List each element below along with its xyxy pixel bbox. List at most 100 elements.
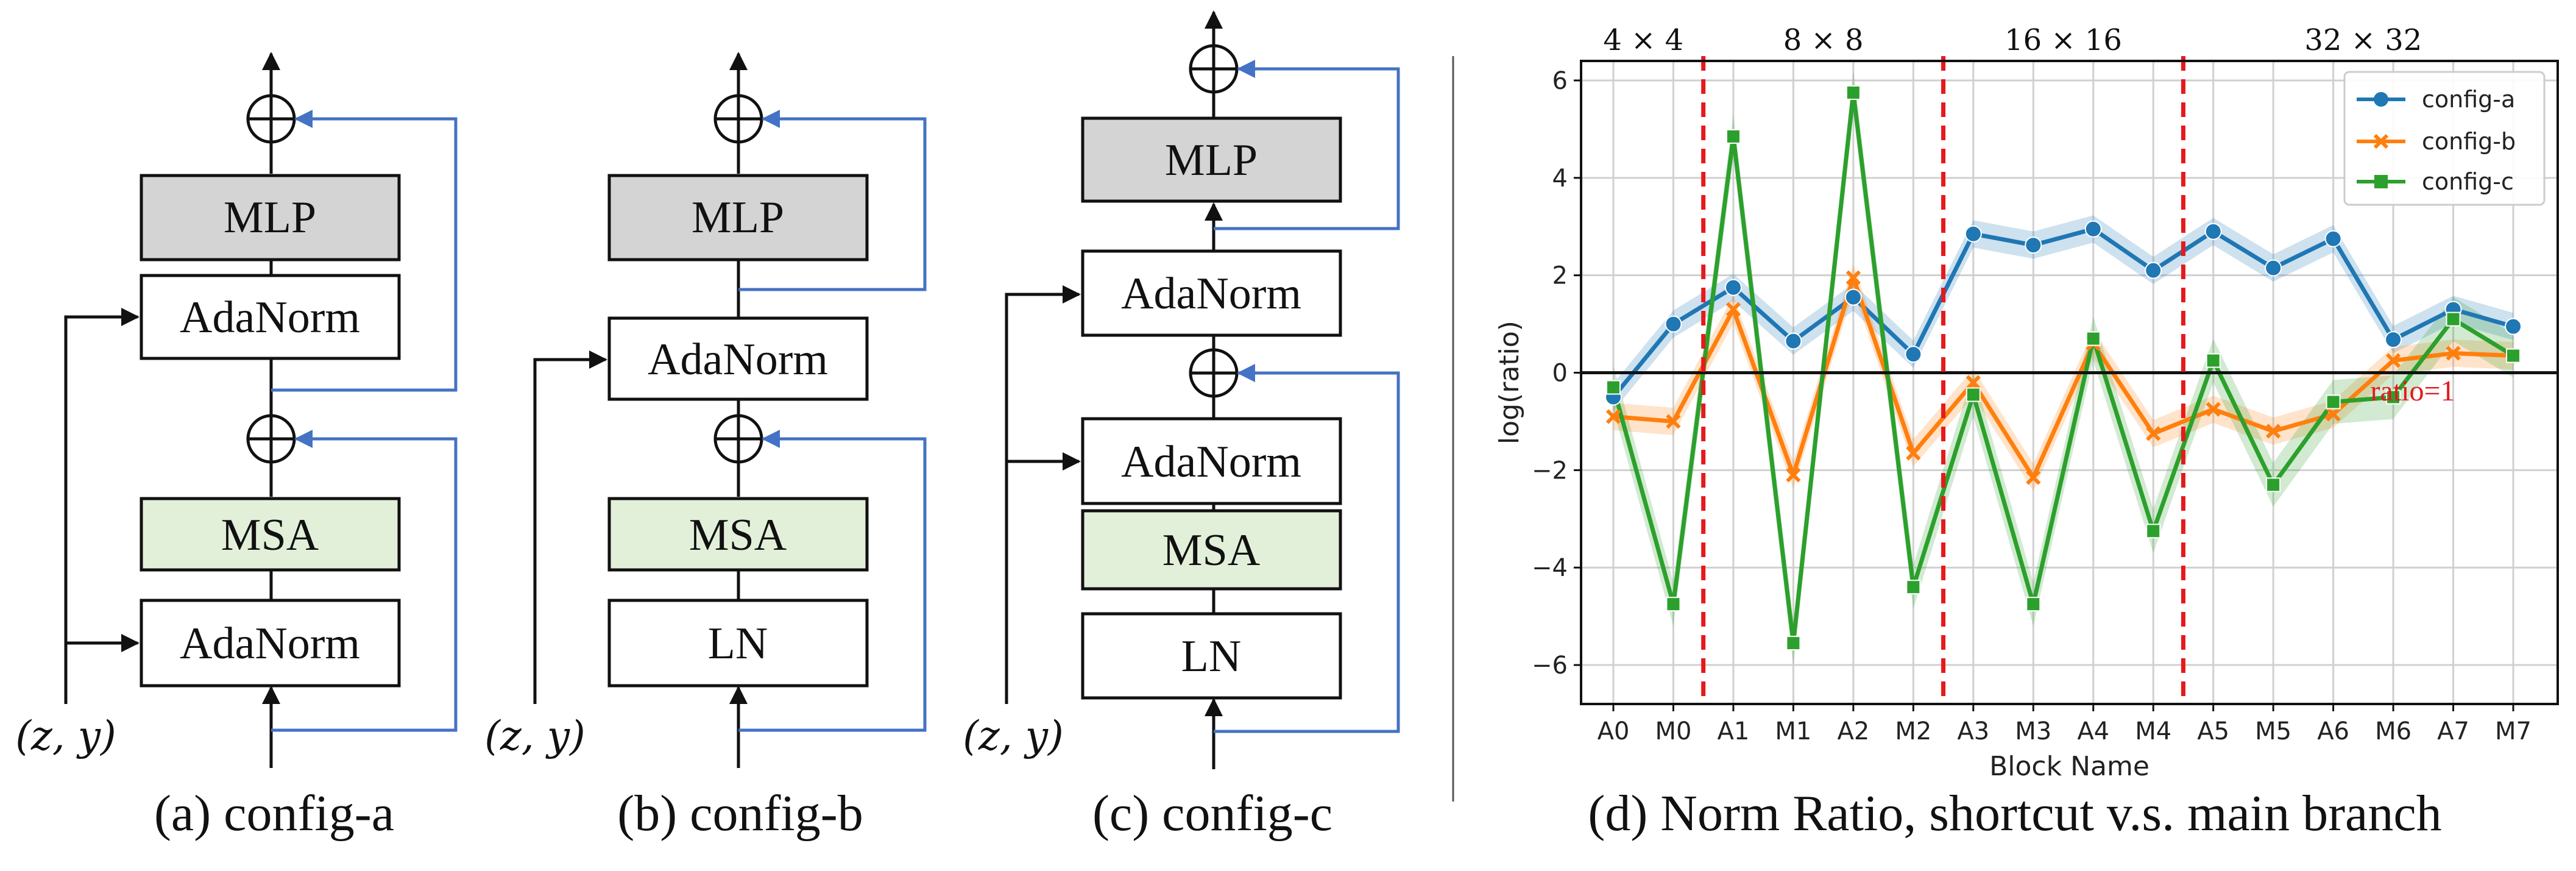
adanorm-lower-block xyxy=(1081,417,1342,505)
data-point-config-a xyxy=(2385,331,2402,349)
add-operator-middle xyxy=(713,414,763,464)
data-point-config-b xyxy=(1605,409,1621,424)
x-tick-label: M0 xyxy=(1655,717,1691,745)
y-tick-label: 6 xyxy=(1552,67,1568,95)
y-tick-label: −2 xyxy=(1532,457,1568,485)
data-point-config-b xyxy=(2326,407,2341,422)
diagram-config-b: MLP AdaNorm MSA LN (z, y) (b) config-b xyxy=(484,52,927,842)
msa-block xyxy=(1081,509,1342,591)
data-point-config-b xyxy=(1786,467,1801,483)
legend-marker-config-c xyxy=(2374,175,2388,188)
ln-label: LN xyxy=(1181,631,1242,681)
legend-marker-config-b xyxy=(2373,133,2389,149)
adanorm-lower-label: AdaNorm xyxy=(180,619,360,669)
y-tick-label: −6 xyxy=(1532,652,1568,680)
mlp-label: MLP xyxy=(1165,135,1258,185)
x-tick-label: M2 xyxy=(1895,717,1931,745)
data-point-config-c xyxy=(1725,129,1741,144)
caption-b: (b) config-b xyxy=(617,785,863,842)
add-operator-middle xyxy=(1189,348,1239,398)
residual-connection-lower xyxy=(271,430,458,732)
condition-input-label: (z, y) xyxy=(484,713,586,759)
caption-a: (a) config-a xyxy=(154,785,394,842)
mlp-block xyxy=(140,174,401,261)
x-tick-label: M5 xyxy=(2255,717,2291,745)
series-line-config-c xyxy=(1611,90,2514,645)
msa-label: MSA xyxy=(689,510,787,560)
data-point-config-a xyxy=(2084,220,2102,238)
legend-box xyxy=(2343,71,2546,206)
x-tick-label: A6 xyxy=(2317,717,2349,745)
x-tick-label: M6 xyxy=(2375,717,2411,745)
x-tick-label: A3 xyxy=(1957,717,1989,745)
data-point-config-a xyxy=(2204,222,2222,240)
msa-block xyxy=(607,497,869,572)
x-tick-label: M7 xyxy=(2495,717,2532,745)
chart-legend: config-a config-b config-c xyxy=(2343,71,2546,206)
x-tick-label: A1 xyxy=(1718,717,1750,745)
condition-input-label: (z, y) xyxy=(15,713,116,759)
adanorm-upper-label: AdaNorm xyxy=(1121,269,1301,319)
data-point-config-c xyxy=(2086,331,2101,346)
data-point-config-b xyxy=(1966,375,1981,390)
ln-block xyxy=(1081,612,1342,700)
x-tick-label: A5 xyxy=(2197,717,2229,745)
residual-connection-lower xyxy=(1214,364,1400,733)
y-axis-label: log(ratio) xyxy=(1494,321,1525,444)
adanorm-lower-label: AdaNorm xyxy=(1121,437,1301,487)
x-tick-label: M1 xyxy=(1775,717,1811,745)
data-point-config-c xyxy=(1845,85,1861,100)
adanorm-upper-block xyxy=(1081,249,1342,337)
chart-labels: A0 M0 A1 M1 A2 M2 A3 M3 A4 M4 A5 M5 A6 M6 A7 M7 −6 −4 −2 0 2… xyxy=(1494,23,2532,782)
data-point-config-a xyxy=(2025,236,2042,254)
data-point-config-c xyxy=(1606,380,1621,395)
add-operator-top xyxy=(246,94,296,144)
legend-label-config-c: config-c xyxy=(2422,168,2514,195)
add-operator-middle xyxy=(246,414,296,464)
data-point-config-a xyxy=(1964,225,1982,243)
data-point-config-c xyxy=(2506,348,2521,363)
x-tick-label: A4 xyxy=(2077,717,2109,745)
data-point-config-b xyxy=(2385,353,2401,368)
caption-d: (d) Norm Ratio, shortcut v.s. main branc… xyxy=(1588,785,2441,842)
data-point-config-c xyxy=(1906,580,1921,595)
resolution-group-label: 16 × 16 xyxy=(2005,23,2122,57)
condition-line xyxy=(533,350,607,704)
x-tick-label: M3 xyxy=(2015,717,2051,745)
data-point-config-c xyxy=(2206,353,2221,368)
data-point-config-a xyxy=(2145,261,2162,279)
data-point-config-a xyxy=(1724,279,1742,296)
adanorm-label: AdaNorm xyxy=(648,335,828,385)
x-axis-label: Block Name xyxy=(1989,751,2150,782)
mlp-label: MLP xyxy=(692,193,784,243)
residual-connection-upper xyxy=(1214,60,1400,230)
y-tick-label: 0 xyxy=(1552,360,1568,388)
data-point-config-c xyxy=(2026,597,2041,612)
data-point-config-c xyxy=(1966,387,1981,402)
resolution-group-label: 32 × 32 xyxy=(2304,23,2422,57)
legend-marker-config-a xyxy=(2374,92,2388,107)
adanorm-upper-label: AdaNorm xyxy=(180,293,360,343)
series-lines xyxy=(1611,90,2514,645)
data-point-config-c xyxy=(1786,636,1801,651)
data-point-config-c xyxy=(2266,477,2281,492)
legend-label-config-b: config-b xyxy=(2422,128,2516,155)
data-point-config-c xyxy=(1666,597,1681,612)
data-point-config-c xyxy=(2386,389,2401,405)
data-point-config-c xyxy=(2446,311,2461,327)
series-line-config-a xyxy=(1612,227,2514,399)
add-operator-top xyxy=(713,94,763,144)
caption-c: (c) config-c xyxy=(1092,785,1332,842)
data-point-config-b xyxy=(2206,402,2221,417)
data-point-config-a xyxy=(1785,332,1802,350)
data-point-config-a xyxy=(1844,288,1862,306)
add-operator-top xyxy=(1189,44,1239,94)
data-point-config-b xyxy=(1906,446,1921,461)
x-tick-label: M4 xyxy=(2135,717,2171,745)
mlp-block xyxy=(1081,116,1342,203)
resolution-group-label: 8 × 8 xyxy=(1783,23,1864,57)
y-tick-label: 4 xyxy=(1552,165,1568,193)
msa-label: MSA xyxy=(1162,525,1260,575)
data-point-config-b xyxy=(2026,470,2041,485)
